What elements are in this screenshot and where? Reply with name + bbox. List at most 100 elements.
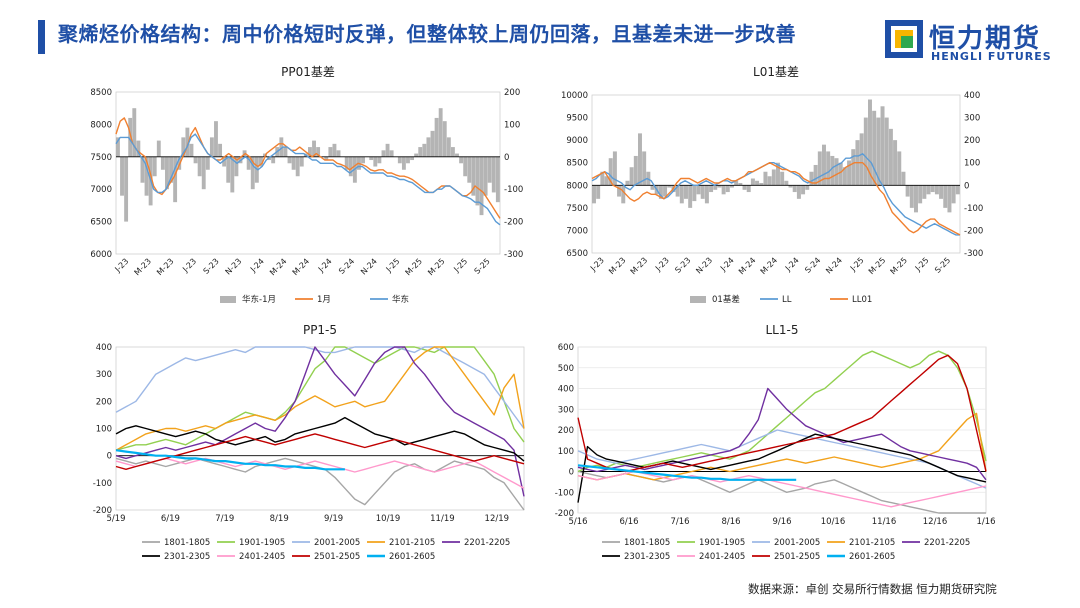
basis-bar (612, 151, 617, 186)
basis-bar (173, 156, 178, 203)
basis-bar (951, 185, 956, 204)
basis-bar (863, 117, 868, 186)
y-tick-label: 300 (558, 405, 574, 415)
basis-bar (897, 151, 902, 186)
x-tick-label: 11/16 (872, 517, 897, 527)
chart-ll1-5-spread: LL1-5 -200 -100 0 100 200 300 400 500 600 5/16 6/16… (555, 323, 996, 562)
y-tick-label: 8500 (90, 88, 112, 98)
basis-bar (939, 185, 944, 199)
basis-bar (734, 180, 739, 186)
x-tick-label: 5/19 (106, 514, 125, 524)
basis-bar (271, 156, 276, 164)
basis-bar (222, 156, 227, 167)
x-tick-label: S-23 (202, 257, 221, 276)
x-tick-label: N-24 (359, 257, 379, 277)
basis-bar (422, 143, 427, 157)
y-tick-label: -200 (93, 506, 112, 516)
legend-label: LL01 (852, 295, 872, 305)
basis-bar (189, 143, 194, 157)
x-tick-label: 12/19 (485, 514, 510, 524)
basis-bar (332, 143, 337, 157)
x-tick-label: J-25 (384, 257, 402, 275)
legend-label: 1801-1805 (164, 538, 210, 548)
series-line-2101-2105 (115, 346, 525, 451)
basis-bar (805, 185, 810, 190)
basis-bar (487, 156, 492, 183)
x-tick-label: M-24 (759, 256, 779, 276)
legend-label: 2001-2005 (314, 538, 360, 548)
x-tick-label: M-23 (133, 257, 153, 277)
y2-tick-label: 200 (504, 88, 520, 98)
basis-bar (914, 185, 918, 213)
basis-bar (750, 178, 755, 186)
basis-bar (446, 137, 451, 157)
y-tick-label: 9000 (566, 136, 588, 146)
y-tick-label: 6500 (566, 249, 588, 259)
legend-label: 2301-2305 (624, 552, 670, 562)
legend-label: 01基差 (712, 294, 740, 305)
x-tick-label: 8/19 (270, 514, 289, 524)
chart-l01-basis: L01基差 6500 7000 7500 8000 8500 9000 9500 10000 -3… (561, 65, 983, 305)
y-tick-label: 7000 (90, 185, 112, 195)
basis-bar (688, 185, 693, 208)
basis-bar (377, 156, 382, 164)
basis-bar (679, 185, 684, 204)
legend-label: 1901-1905 (239, 538, 285, 548)
basis-bar (455, 153, 459, 157)
series-line-2201-2205 (115, 346, 525, 497)
legend-label: 2401-2405 (239, 552, 285, 562)
basis-bar (434, 117, 439, 157)
x-tick-label: M-23 (629, 256, 649, 276)
x-tick-label: 9/16 (772, 517, 791, 527)
company-logo: 恒力期货 HENGLI FUTURES (885, 16, 1075, 62)
series-line-2401-2405 (577, 470, 987, 508)
legend-label: 1801-1805 (624, 538, 670, 548)
basis-bar (197, 156, 202, 177)
x-tick-label: 7/19 (215, 514, 234, 524)
basis-bar (859, 133, 864, 186)
basis-bar (604, 176, 609, 186)
x-tick-label: 8/16 (721, 517, 740, 527)
y-tick-label: 7500 (90, 153, 112, 163)
series-line-2601-2605 (577, 464, 797, 481)
basis-bar (792, 185, 797, 193)
basis-bar (684, 185, 688, 199)
basis-bar (625, 180, 630, 186)
basis-bar (872, 110, 877, 186)
basis-bar (312, 140, 316, 157)
basis-bar (838, 162, 843, 186)
basis-bar (144, 156, 149, 196)
x-tick-label: M-24 (268, 257, 288, 277)
basis-bar (633, 155, 638, 186)
basis-bar (776, 162, 780, 186)
y-tick-label: 300 (96, 370, 112, 380)
chart-pp1-5-spread: PP1-5 -200 -100 0 100 200 300 400 5/19 6/19 7/19 8/… (93, 323, 525, 562)
basis-bar (721, 185, 726, 195)
basis-bar (295, 156, 300, 177)
basis-bar (234, 156, 239, 177)
series-line-LL (591, 152, 960, 236)
basis-bar (880, 106, 885, 186)
basis-bar (169, 156, 173, 183)
basis-bar (834, 158, 839, 186)
series-line-2101-2105 (577, 412, 987, 481)
x-tick-label: M-25 (426, 257, 446, 277)
legend-label: 1901-1905 (699, 538, 745, 548)
basis-bar (450, 147, 455, 157)
y2-tick-label: 400 (964, 91, 980, 101)
basis-bar (491, 156, 496, 193)
series-line-2001-2005 (115, 346, 525, 429)
chart-pp01-basis: PP01基差 6000 6500 7000 7500 8000 8500 -300 -200 -1… (90, 65, 523, 305)
plot-area (115, 91, 501, 255)
basis-bar (658, 185, 663, 199)
series-line-2301-2305 (115, 416, 525, 462)
basis-bar (893, 140, 898, 186)
y-tick-label: 200 (558, 426, 574, 436)
basis-bar (730, 185, 734, 188)
basis-bar (851, 149, 856, 186)
y-tick-label: 10000 (561, 91, 588, 101)
basis-bar (279, 137, 284, 157)
basis-bar (788, 185, 793, 188)
y-tick-label: 0 (107, 452, 112, 462)
x-tick-label: 12/16 (923, 517, 948, 527)
